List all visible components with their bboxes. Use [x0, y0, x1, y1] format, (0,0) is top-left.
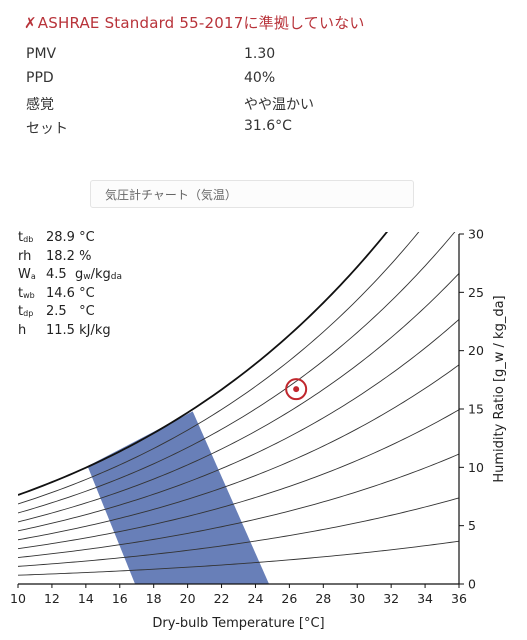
metric-row-pmv: PMV 1.30 [26, 44, 356, 68]
y-tick-label: 20 [468, 343, 484, 358]
rh-curve-10 [18, 540, 459, 576]
y-tick-label: 25 [468, 285, 484, 300]
x-tick-label: 26 [281, 591, 297, 606]
metric-value: 40% [244, 70, 276, 86]
readout-symbol: twb [18, 285, 35, 301]
metric-value: 1.30 [244, 46, 276, 62]
x-tick-label: 32 [383, 591, 399, 606]
x-tick-label: 18 [146, 591, 162, 606]
chart-type-select-value: 気圧計チャート（気温） [105, 188, 237, 202]
x-tick-label: 14 [78, 591, 94, 606]
comfort-zone [87, 411, 270, 584]
x-tick-label: 24 [248, 591, 264, 606]
rh-curve-90 [18, 232, 420, 505]
readout-value: 4.5 gw/kgda [46, 267, 122, 282]
x-axis-label: Dry-bulb Temperature [°C] [152, 616, 324, 631]
compliance-status-text: ASHRAE Standard 55-2017に準拠していない [37, 14, 365, 32]
comfort-metrics: PMV 1.30 PPD 40% 感覚 やや温かい セット 31.6°C [26, 44, 356, 140]
x-tick-label: 10 [10, 591, 26, 606]
y-tick-label: 30 [468, 227, 484, 242]
rh-curve-70 [18, 273, 459, 523]
compliance-status: ✗ASHRAE Standard 55-2017に準拠していない [24, 12, 365, 33]
metric-label: PPD [26, 70, 54, 86]
x-tick-label: 12 [44, 591, 60, 606]
rh-curve-100 [18, 232, 389, 496]
metric-row-set: セット 31.6°C [26, 116, 356, 140]
y-tick-label: 15 [468, 402, 484, 417]
readout-value: 18.2 % [46, 248, 92, 264]
y-tick-label: 10 [468, 460, 484, 475]
metric-value: 31.6°C [244, 118, 292, 134]
state-marker-ring [285, 378, 308, 401]
x-tick-label: 34 [417, 591, 433, 606]
x-tick-label: 30 [349, 591, 365, 606]
readout-value: 14.6 °C [46, 285, 95, 301]
x-tick-label: 20 [180, 591, 196, 606]
metric-label: PMV [26, 46, 57, 62]
fail-icon: ✗ [24, 14, 37, 32]
y-axis-label: Humidity Ratio [g_w / kg_da] [492, 295, 507, 482]
readout-symbol: tdp [18, 304, 34, 319]
rh-curve-30 [18, 453, 459, 558]
metric-label: セット [26, 121, 68, 137]
state-marker-dot [293, 386, 300, 393]
metric-row-sensation: 感覚 やや温かい [26, 92, 356, 116]
rh-curve-40 [18, 409, 459, 550]
rh-curve-20 [18, 497, 459, 567]
metric-row-ppd: PPD 40% [26, 68, 356, 92]
readout-symbol: rh [18, 248, 32, 264]
readout-value: 28.9 °C [46, 230, 95, 245]
x-tick-label: 22 [214, 591, 230, 606]
readout-symbol: Wa [18, 267, 36, 282]
readout-symbol: h [18, 322, 27, 338]
rh-curve-60 [18, 319, 459, 532]
readout-value: 11.5 kJ/kg [46, 322, 111, 338]
readout-symbol: tdb [18, 230, 34, 245]
readout-value: 2.5 °C [46, 304, 95, 319]
rh-curve-80 [18, 232, 456, 514]
x-tick-label: 36 [451, 591, 467, 606]
rh-curve-50 [18, 364, 459, 541]
y-tick-label: 5 [468, 518, 476, 533]
y-tick-label: 0 [468, 577, 476, 592]
metric-value: やや温かい [244, 97, 314, 113]
x-tick-label: 28 [315, 591, 331, 606]
chart-type-select[interactable]: 気圧計チャート（気温） [90, 180, 414, 208]
metric-label: 感覚 [26, 97, 54, 113]
x-tick-label: 16 [112, 591, 128, 606]
